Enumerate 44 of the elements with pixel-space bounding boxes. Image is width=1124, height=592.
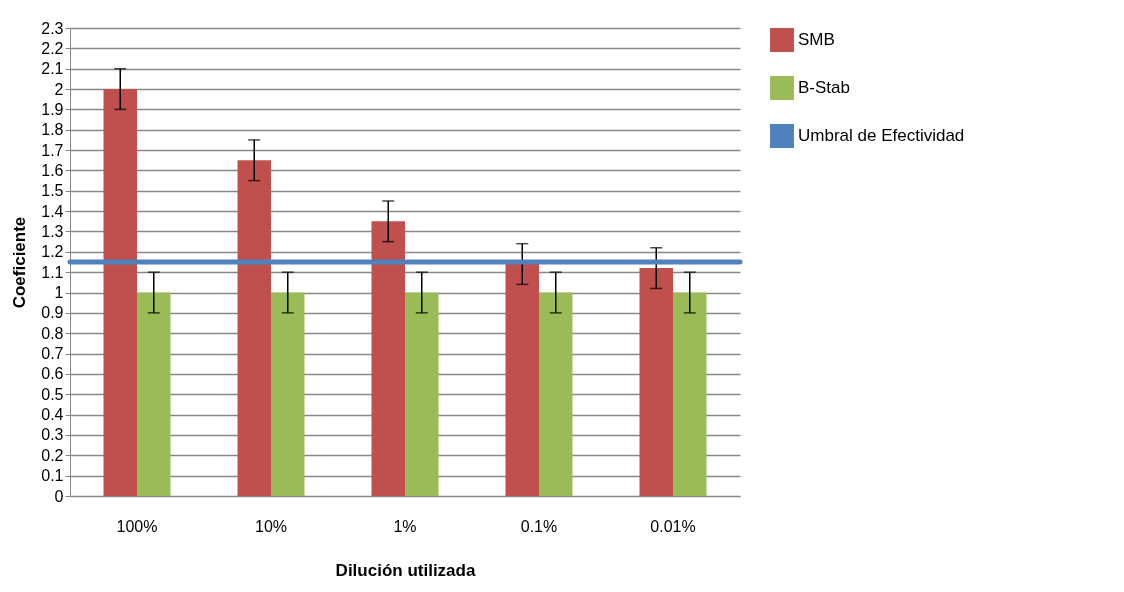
x-tick-label: 100%: [116, 517, 158, 535]
y-tick-label: 0.9: [41, 304, 64, 322]
y-tick-label: 0.5: [41, 385, 64, 403]
y-tick-label: 1.7: [41, 141, 64, 159]
y-tick-label: 2.2: [41, 39, 64, 57]
legend-label: SMB: [798, 30, 835, 49]
y-tick-label: 0.2: [41, 446, 64, 464]
bar: [639, 268, 673, 496]
x-tick-label: 0.1%: [520, 517, 558, 535]
y-tick-label: 0.6: [41, 365, 64, 383]
bar: [237, 160, 271, 496]
y-tick-label: 1.3: [41, 222, 64, 240]
y-tick-label: 0.1: [41, 467, 64, 485]
y-tick-label: 0: [54, 487, 64, 505]
y-axis-title: Coeficiente: [10, 216, 30, 309]
y-tick-label: 1.9: [41, 100, 64, 118]
x-tick-label: 0.01%: [650, 517, 696, 535]
y-tick-label: 1.1: [41, 263, 64, 281]
y-tick-label: 1: [54, 284, 64, 302]
y-tick-label: 2: [54, 80, 64, 98]
bar: [103, 89, 137, 496]
legend-label: Umbral de Efectividad: [798, 126, 965, 145]
legend-label: B-Stab: [798, 78, 850, 97]
y-tick-label: 0.3: [41, 426, 64, 444]
x-tick-label: 1%: [393, 517, 417, 535]
bar: [405, 292, 439, 496]
y-tick-label: 2.1: [41, 60, 64, 78]
y-tick-label: 1.5: [41, 182, 64, 200]
y-tick-label: 1.4: [41, 202, 64, 220]
y-tick-label: 0.8: [41, 324, 64, 342]
bar: [673, 292, 707, 496]
y-tick-label: 2.3: [41, 19, 64, 37]
y-tick-label: 1.8: [41, 121, 64, 139]
bar: [271, 292, 305, 496]
x-axis-title: Dilución utilizada: [335, 560, 476, 580]
bar: [137, 292, 171, 496]
y-tick-label: 1.2: [41, 243, 64, 261]
x-tick-label: 10%: [254, 517, 288, 535]
bar: [539, 292, 573, 496]
y-tick-label: 1.6: [41, 161, 64, 179]
bar: [505, 264, 539, 496]
bar: [371, 221, 405, 496]
y-tick-label: 0.4: [41, 406, 64, 424]
y-tick-label: 0.7: [41, 345, 64, 363]
